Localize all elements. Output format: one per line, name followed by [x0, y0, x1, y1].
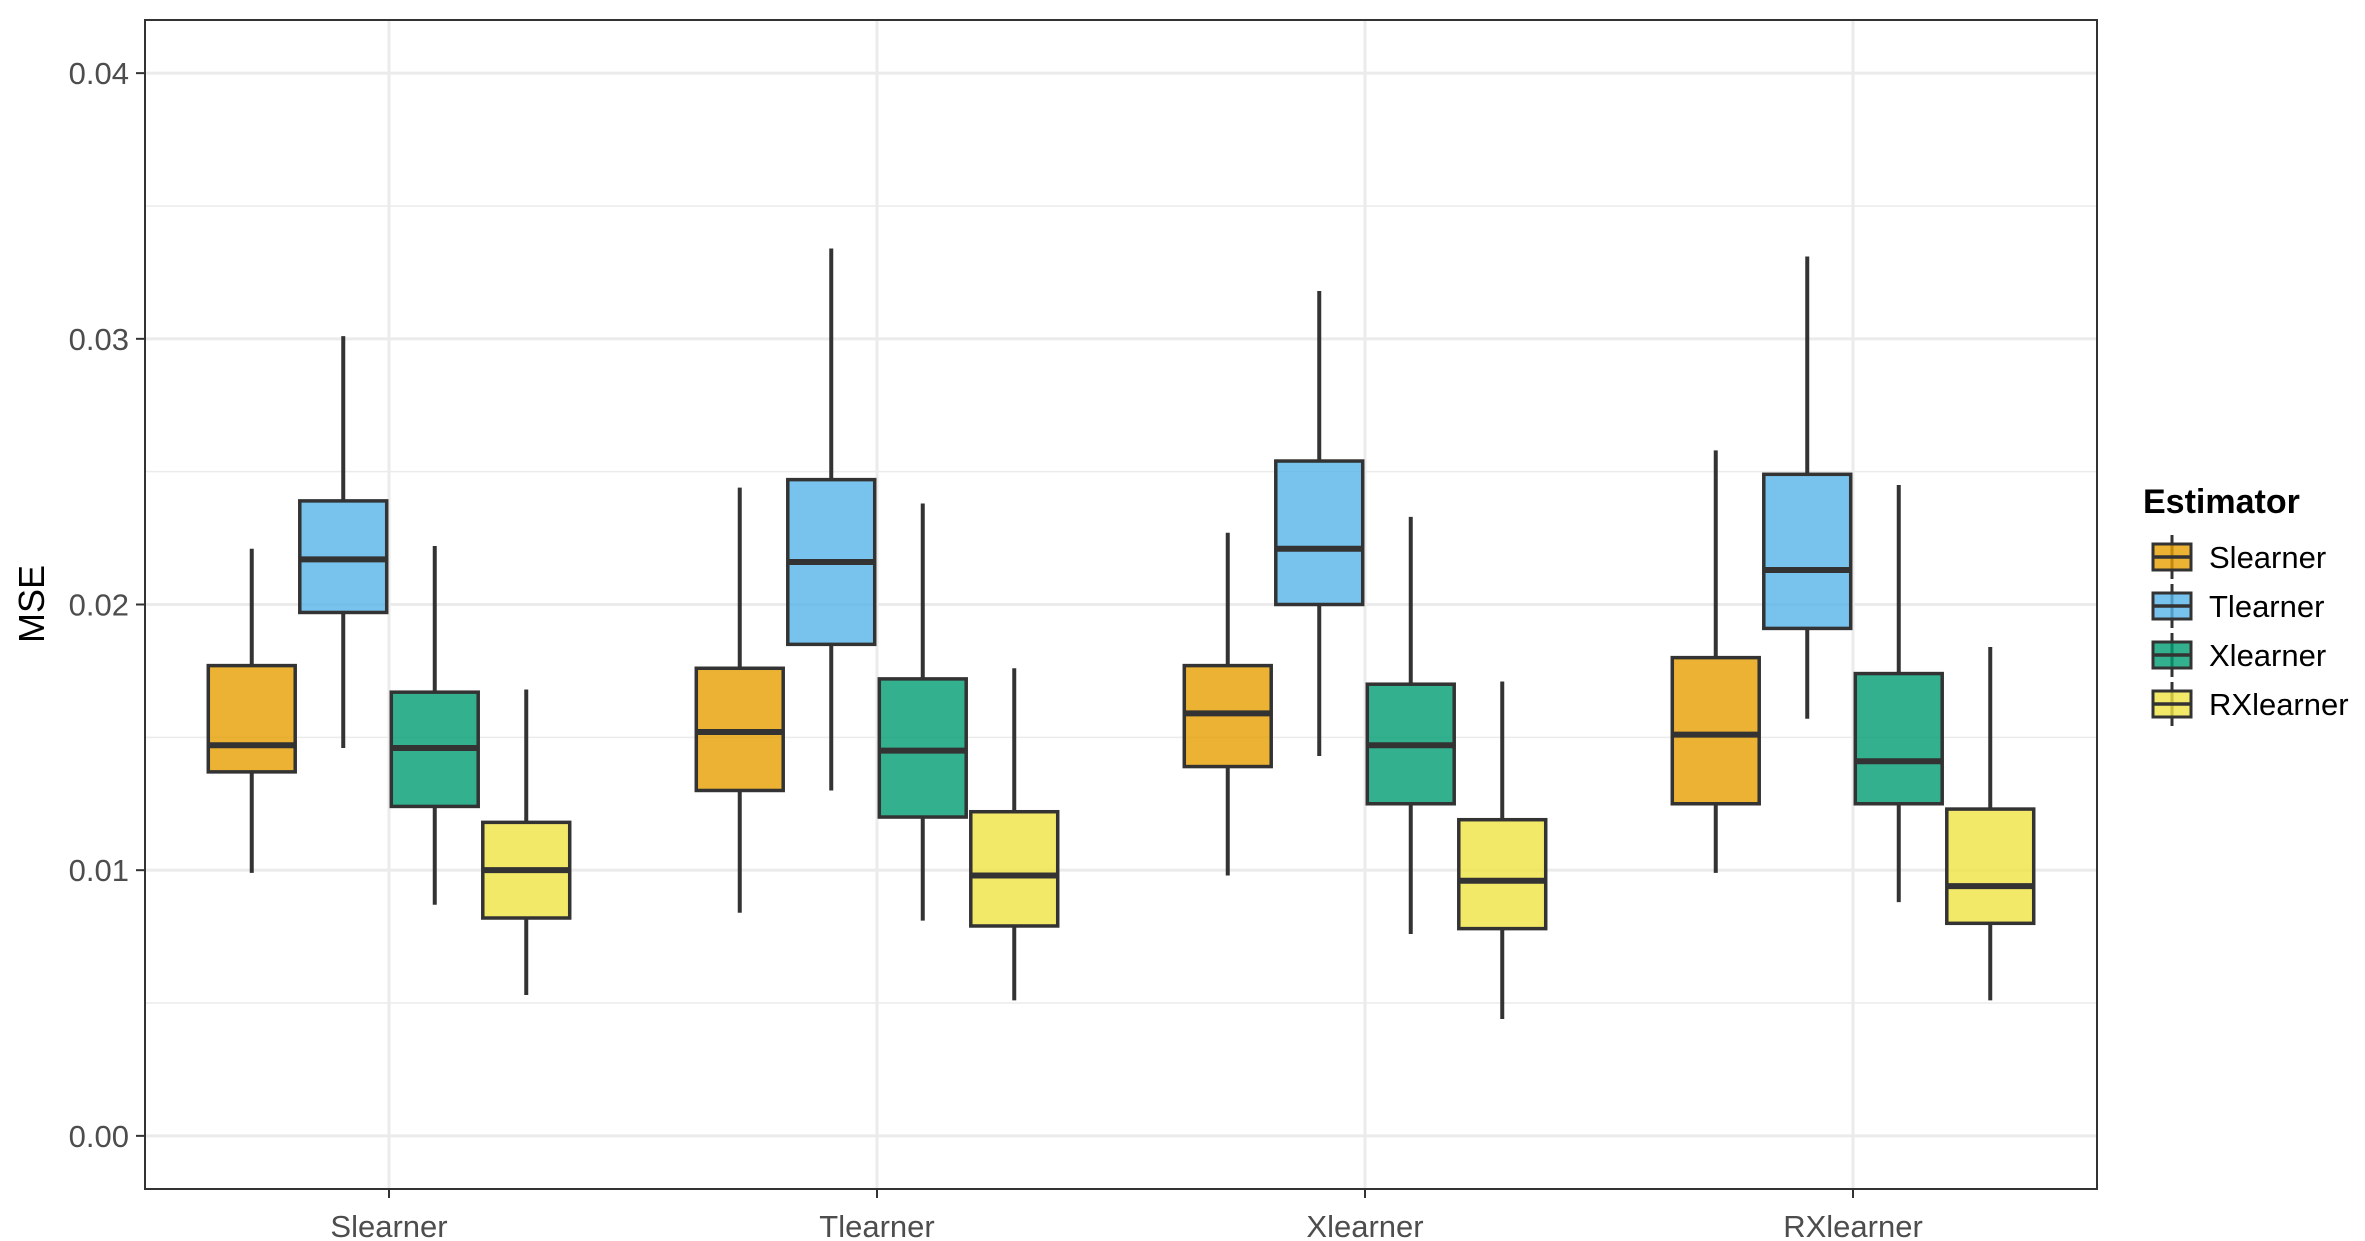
legend-label: Xlearner [2209, 638, 2326, 673]
legend-label: Tlearner [2209, 589, 2324, 624]
legend: Estimator Slearner Tlearner Xlearner RXlear… [2143, 483, 2349, 726]
box-series [206, 248, 2036, 1019]
box-slearner-slearner [206, 548, 297, 873]
x-tick-label: Slearner [330, 1209, 447, 1241]
legend-label: Slearner [2209, 540, 2326, 575]
y-tick-label: 0.01 [69, 853, 129, 888]
y-axis: 0.00 0.01 0.02 0.03 0.04 [69, 56, 145, 1154]
iqr-box [1853, 671, 1944, 806]
x-tick-label: Xlearner [1306, 1209, 1423, 1241]
box-rxlearner-xlearner [1457, 681, 1548, 1019]
y-axis-title: MSE [11, 565, 52, 643]
legend-item-slearner: Slearner [2151, 535, 2326, 579]
legend-item-rxlearner: RXlearner [2151, 682, 2349, 726]
box-tlearner-tlearner [786, 248, 877, 791]
legend-title: Estimator [2143, 483, 2300, 521]
box-xlearner-tlearner [877, 503, 968, 921]
legend-label: RXlearner [2209, 687, 2349, 722]
box-rxlearner-rxlearner [1945, 647, 2036, 1001]
box-slearner-xlearner [1182, 532, 1273, 876]
legend-item-tlearner: Tlearner [2151, 584, 2324, 628]
box-tlearner-rxlearner [1762, 256, 1853, 719]
y-tick-label: 0.04 [69, 56, 129, 91]
y-tick-label: 0.00 [69, 1119, 129, 1154]
box-xlearner-slearner [389, 546, 480, 905]
box-rxlearner-tlearner [969, 668, 1060, 1001]
box-slearner-tlearner [694, 487, 785, 913]
box-tlearner-slearner [298, 336, 389, 748]
box-rxlearner-slearner [481, 689, 572, 996]
box-slearner-rxlearner [1670, 450, 1761, 873]
x-tick-label: RXlearner [1783, 1209, 1923, 1241]
y-tick-label: 0.02 [69, 588, 129, 623]
box-xlearner-xlearner [1365, 516, 1456, 934]
iqr-box [1670, 655, 1761, 806]
iqr-box [1945, 807, 2036, 926]
iqr-box [206, 663, 297, 774]
iqr-box [1457, 817, 1548, 931]
iqr-box [1762, 472, 1853, 631]
box-tlearner-xlearner [1274, 290, 1365, 756]
x-axis: Slearner Tlearner Xlearner RXlearner [330, 1189, 1923, 1241]
x-tick-label: Tlearner [819, 1209, 934, 1241]
iqr-box [1274, 459, 1365, 607]
legend-item-xlearner: Xlearner [2151, 633, 2326, 677]
y-tick-label: 0.03 [69, 322, 129, 357]
iqr-box [969, 809, 1060, 928]
box-xlearner-rxlearner [1853, 484, 1944, 903]
